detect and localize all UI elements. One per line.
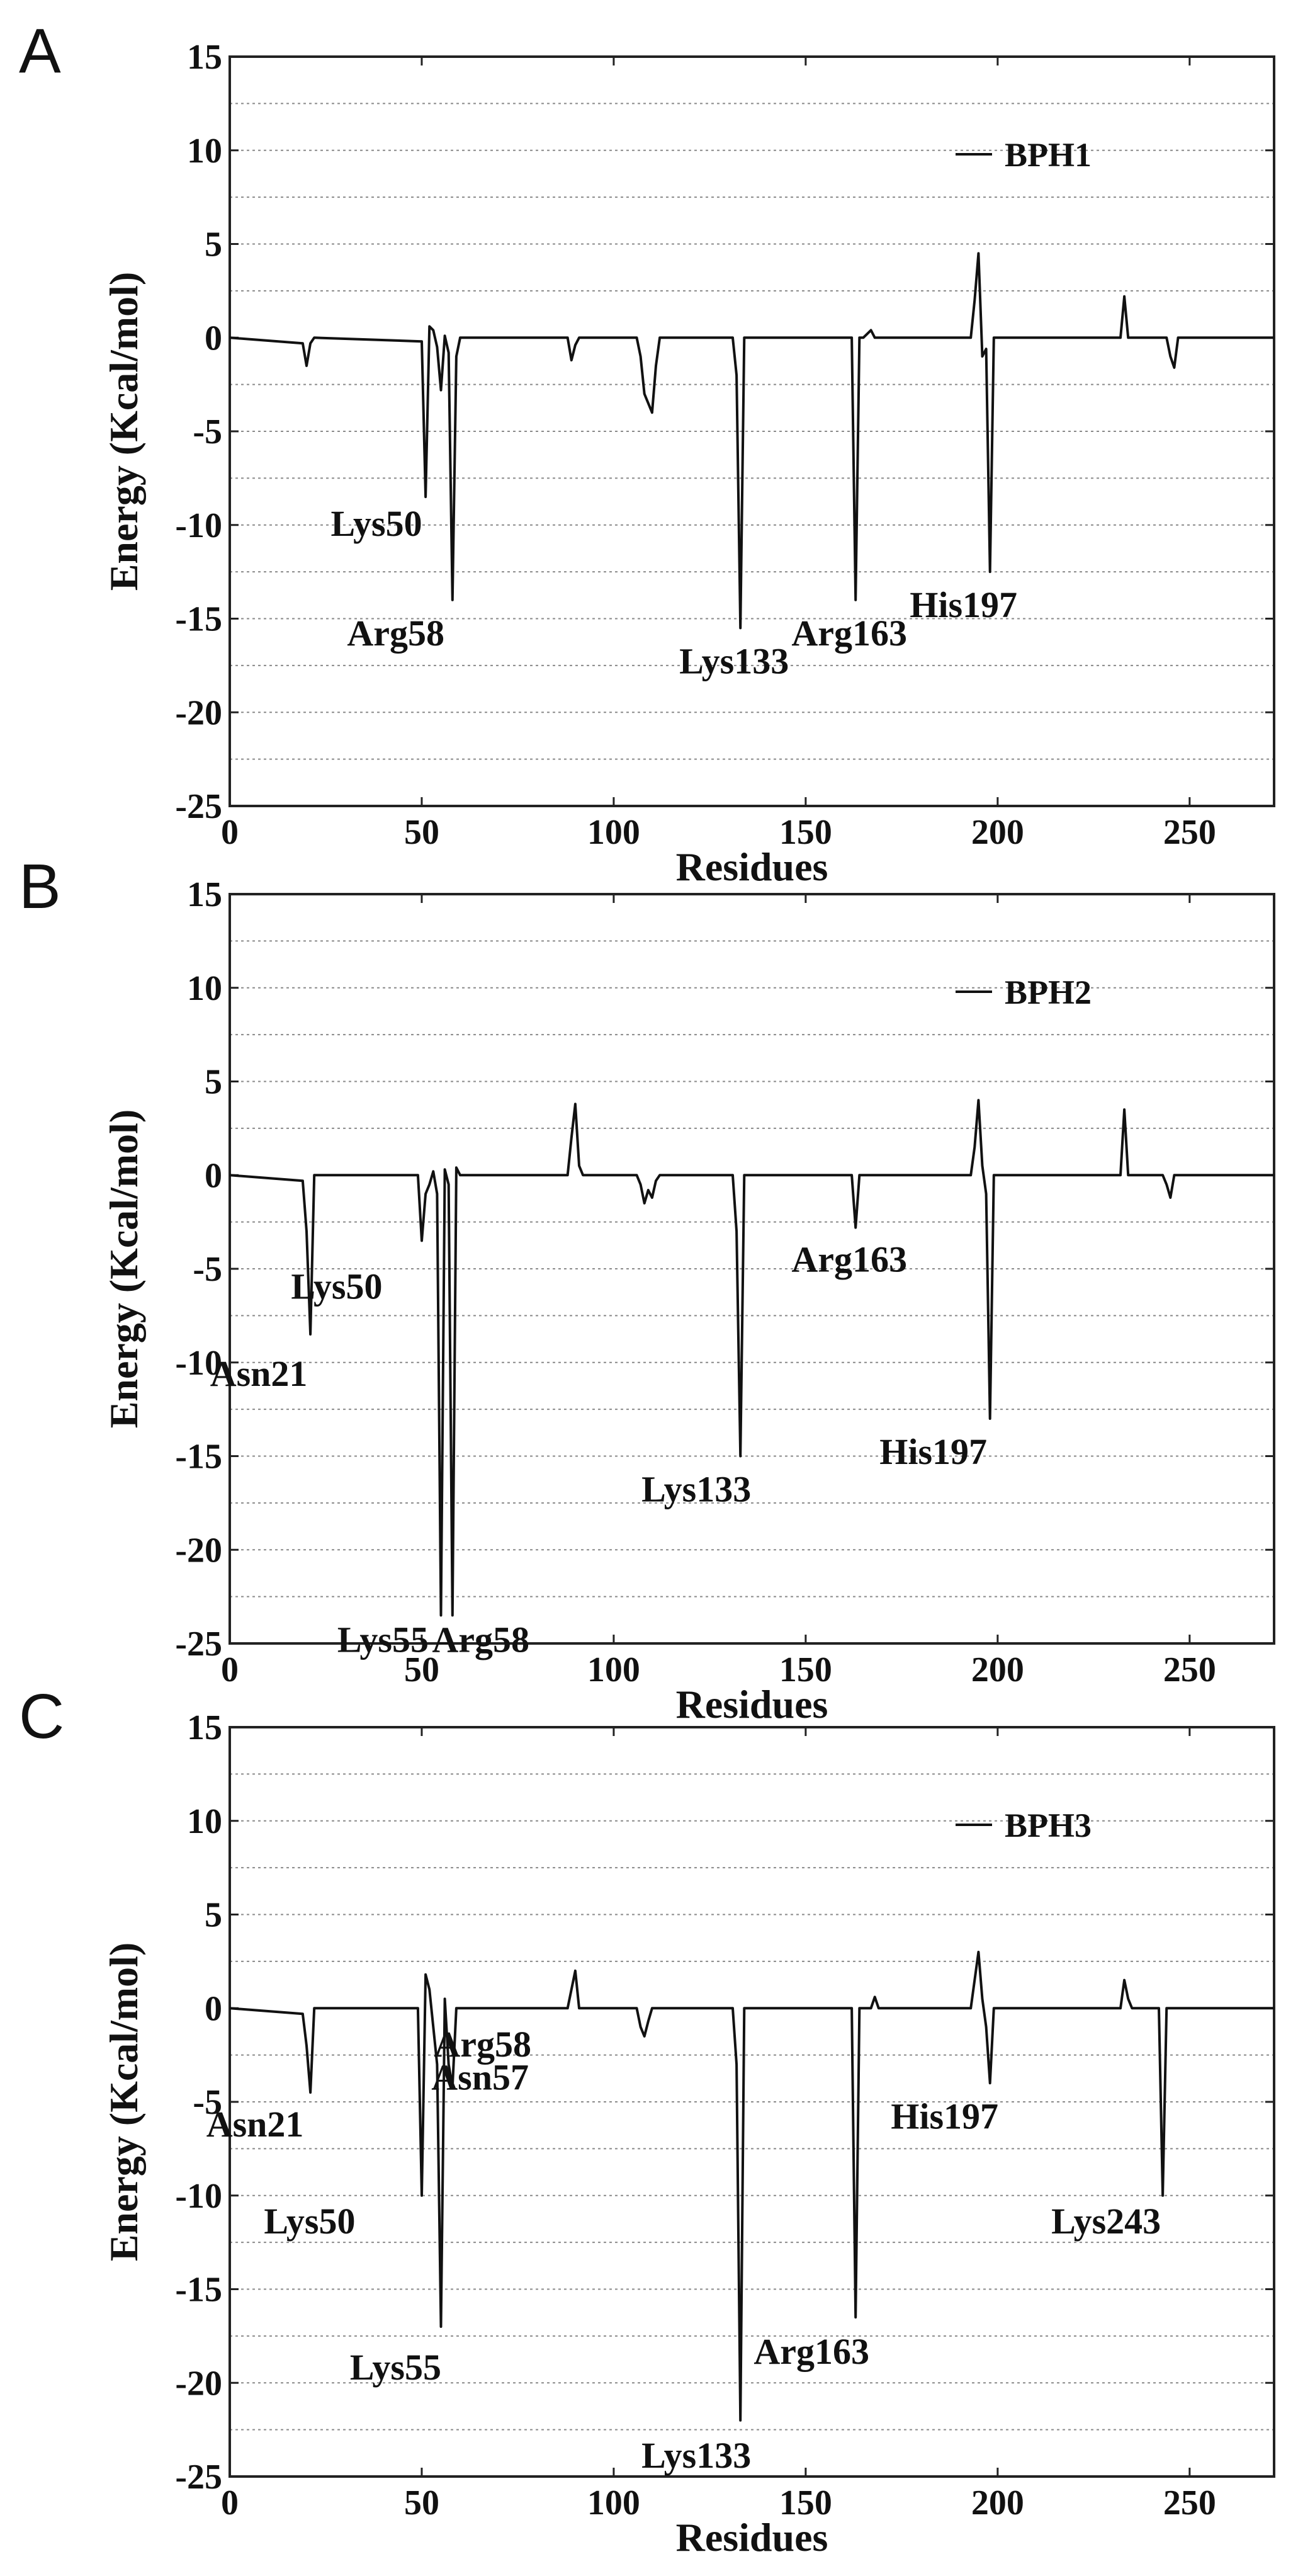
y-tick-label: -10 bbox=[175, 2177, 222, 2216]
x-tick-label: 0 bbox=[221, 2483, 239, 2522]
residue-annotation: Lys55 bbox=[337, 1619, 429, 1660]
y-tick-label: 0 bbox=[205, 319, 222, 358]
x-tick-label: 250 bbox=[1163, 1650, 1216, 1689]
y-tick-label: -5 bbox=[193, 2083, 222, 2122]
residue-annotation: His197 bbox=[891, 2096, 998, 2136]
panel-label: B bbox=[19, 851, 61, 922]
residue-annotation: Lys50 bbox=[291, 1266, 382, 1307]
x-axis-title: Residues bbox=[676, 2515, 828, 2560]
panel-label: A bbox=[19, 16, 61, 86]
residue-annotation: Lys50 bbox=[264, 2201, 355, 2242]
residue-annotation: Arg163 bbox=[791, 1239, 907, 1280]
residue-annotation: Arg58 bbox=[434, 2024, 531, 2065]
residue-annotation: His197 bbox=[910, 584, 1017, 625]
y-tick-label: 0 bbox=[205, 1989, 222, 2028]
x-tick-label: 150 bbox=[779, 2483, 832, 2522]
y-tick-label: -15 bbox=[175, 2271, 222, 2310]
series-line-bph3 bbox=[229, 1951, 1274, 2422]
legend-label: BPH1 bbox=[1005, 136, 1092, 174]
y-tick-label: -20 bbox=[175, 2364, 222, 2403]
y-tick-label: -5 bbox=[193, 412, 222, 451]
residue-annotation: Arg58 bbox=[432, 1619, 529, 1660]
y-axis-title: Energy (Kcal/mol) bbox=[101, 1943, 146, 2262]
residue-annotation: Arg163 bbox=[753, 2331, 869, 2372]
y-tick-label: 15 bbox=[187, 38, 222, 77]
y-tick-label: 10 bbox=[187, 1802, 222, 1841]
y-tick-label: -20 bbox=[175, 693, 222, 732]
residue-annotation: Lys133 bbox=[679, 640, 789, 681]
residue-annotation: His197 bbox=[879, 1431, 987, 1472]
y-tick-label: 5 bbox=[205, 1896, 222, 1935]
x-tick-label: 50 bbox=[404, 813, 439, 852]
residue-annotation: Arg58 bbox=[347, 613, 444, 654]
residue-annotation: Lys133 bbox=[641, 2435, 751, 2476]
series-line-bph1 bbox=[229, 252, 1274, 630]
series-line-bph2 bbox=[229, 1099, 1274, 1617]
x-tick-label: 100 bbox=[587, 2483, 640, 2522]
x-tick-label: 150 bbox=[779, 813, 832, 852]
residue-annotation: Lys243 bbox=[1051, 2201, 1161, 2242]
legend-label: BPH2 bbox=[1005, 973, 1092, 1011]
y-tick-label: -10 bbox=[175, 506, 222, 545]
x-axis-title: Residues bbox=[676, 1682, 828, 1727]
y-tick-label: -25 bbox=[175, 1625, 222, 1664]
y-tick-label: -25 bbox=[175, 787, 222, 826]
x-axis-title: Residues bbox=[676, 844, 828, 889]
residue-annotation: Lys55 bbox=[350, 2347, 441, 2388]
residue-annotation: Asn21 bbox=[206, 2104, 304, 2145]
y-axis-title: Energy (Kcal/mol) bbox=[101, 1109, 146, 1429]
residue-annotation: Asn21 bbox=[210, 1353, 308, 1394]
legend-label: BPH3 bbox=[1005, 1807, 1092, 1844]
x-tick-label: 200 bbox=[971, 2483, 1024, 2522]
panel-label: C bbox=[19, 1681, 64, 1752]
y-tick-label: -10 bbox=[175, 1344, 222, 1383]
residue-annotation: Arg163 bbox=[791, 613, 907, 654]
x-tick-label: 0 bbox=[221, 1650, 239, 1689]
x-tick-label: 200 bbox=[971, 1650, 1024, 1689]
x-tick-label: 250 bbox=[1163, 813, 1216, 852]
y-tick-label: -5 bbox=[193, 1250, 222, 1289]
y-tick-label: 15 bbox=[187, 1708, 222, 1747]
y-tick-label: -15 bbox=[175, 600, 222, 639]
y-tick-label: -15 bbox=[175, 1438, 222, 1477]
residue-annotation: Asn57 bbox=[431, 2057, 529, 2098]
x-tick-label: 200 bbox=[971, 813, 1024, 852]
y-tick-label: 15 bbox=[187, 875, 222, 914]
residue-annotation: Lys50 bbox=[331, 503, 422, 544]
x-tick-label: 100 bbox=[587, 1650, 640, 1689]
y-tick-label: 5 bbox=[205, 225, 222, 264]
x-tick-label: 100 bbox=[587, 813, 640, 852]
y-tick-label: 10 bbox=[187, 969, 222, 1008]
x-tick-label: 150 bbox=[779, 1650, 832, 1689]
x-tick-label: 250 bbox=[1163, 2483, 1216, 2522]
y-tick-label: 5 bbox=[205, 1063, 222, 1102]
x-tick-label: 0 bbox=[221, 813, 239, 852]
residue-annotation: Lys133 bbox=[641, 1469, 751, 1510]
y-tick-label: 0 bbox=[205, 1156, 222, 1195]
y-tick-label: -25 bbox=[175, 2458, 222, 2497]
y-tick-label: -20 bbox=[175, 1531, 222, 1570]
y-tick-label: 10 bbox=[187, 132, 222, 171]
x-tick-label: 50 bbox=[404, 1650, 439, 1689]
x-tick-label: 50 bbox=[404, 2483, 439, 2522]
y-axis-title: Energy (Kcal/mol) bbox=[101, 272, 146, 591]
